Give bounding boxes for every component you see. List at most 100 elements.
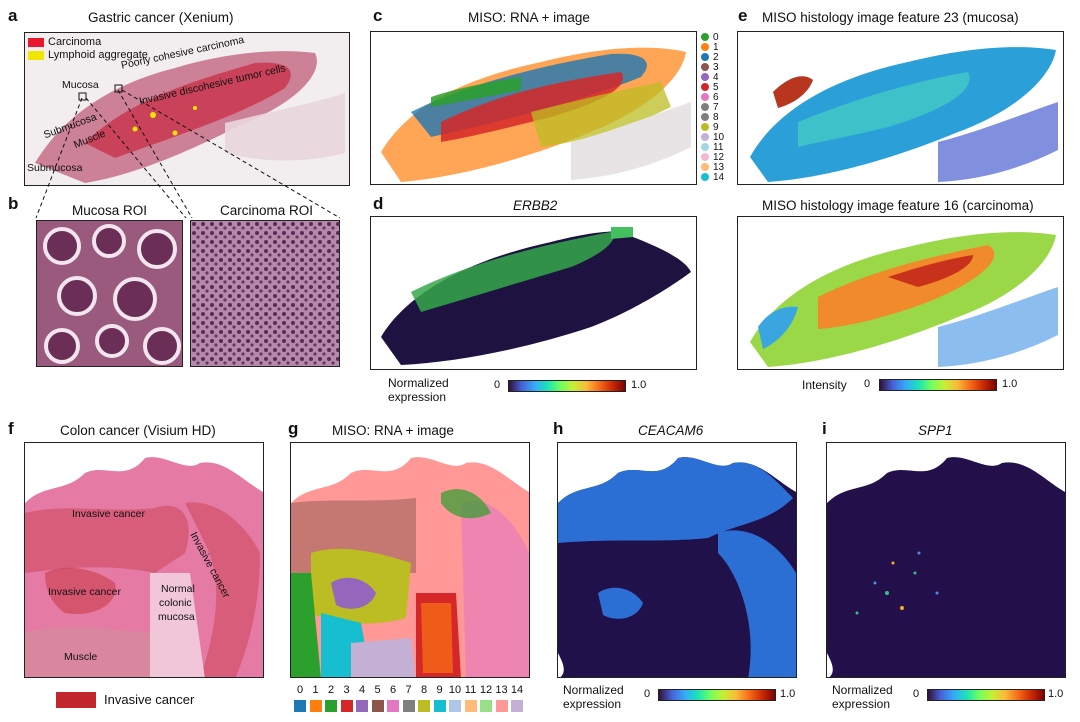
cluster-legend-c-label: 13 <box>713 162 725 173</box>
cluster-legend-g-label: 3 <box>343 684 350 696</box>
cluster-color-dot <box>701 153 709 162</box>
feature23-heatmap <box>750 47 1058 182</box>
panel-label-c: c <box>373 6 383 25</box>
cluster-legend-g-swatch <box>340 700 353 712</box>
cluster-color-dot <box>701 123 709 132</box>
cluster-legend-g-label: 5 <box>374 684 381 696</box>
cluster-legend-g-label: 14 <box>510 684 524 696</box>
cluster-legend-c-label: 10 <box>713 132 725 143</box>
roi-connector-lines <box>35 89 341 219</box>
cluster-legend-c-label: 11 <box>713 142 724 153</box>
panel-i-title: SPP1 <box>918 423 953 438</box>
cluster-legend-c-item: 14 <box>701 173 724 183</box>
panel-e-cbar-label: Intensity <box>802 378 847 392</box>
panel-h-cbar-label-line2: expression <box>563 697 622 711</box>
cluster-legend-c-item: 4 <box>701 73 719 83</box>
cluster-legend-g-label: 7 <box>405 684 412 696</box>
cluster-legend-g-swatch <box>495 700 508 712</box>
panel-e-title-1: MISO histology image feature 23 (mucosa) <box>762 10 1019 25</box>
cluster-legend-c-label: 2 <box>713 52 719 63</box>
panel-h-cbar-label-line1: Normalized <box>563 683 624 697</box>
panel-label-i: i <box>822 419 827 438</box>
cluster-legend-c-item: 13 <box>701 163 724 173</box>
mucosa-roi-texture <box>37 221 182 366</box>
cluster-legend-c-item: 11 <box>701 143 723 153</box>
panel-i-colorbar <box>927 689 1045 701</box>
panel-i-cbar-max: 1.0 <box>1048 688 1064 700</box>
cluster-legend-c-label: 9 <box>713 122 719 133</box>
panel-e-cbar-max: 1.0 <box>1002 378 1018 390</box>
carcinoma-roi-image <box>190 220 340 367</box>
panel-d-cbar-label: Normalized expression <box>388 376 449 404</box>
panel-g-cluster-map <box>290 442 530 678</box>
panel-f-image <box>24 442 264 678</box>
cluster-legend-c-item: 1 <box>701 43 719 53</box>
annotation-mucosa: Mucosa <box>62 79 99 91</box>
roi-title-mucosa: Mucosa ROI <box>72 203 148 218</box>
ceacam6-expression-map <box>558 443 796 677</box>
mucosa-roi-image <box>36 220 183 367</box>
cluster-color-dot <box>701 163 709 172</box>
cluster-color-dot <box>701 143 709 152</box>
legend-swatch-invasive-cancer <box>56 692 96 708</box>
panel-label-h: h <box>553 419 564 438</box>
panel-i-expression-map <box>826 442 1066 678</box>
cluster-legend-g-swatch <box>511 700 523 712</box>
cluster-legend-c: 0 1 2 3 4 5 6 7 8 9 10 11 12 13 14 <box>701 33 731 183</box>
cluster-legend-c-item: 9 <box>701 123 719 133</box>
panel-h-cbar-min: 0 <box>644 688 651 700</box>
panel-e-colorbar <box>879 379 997 391</box>
cluster-legend-c-label: 8 <box>713 112 719 123</box>
cluster-legend-c-label: 12 <box>713 152 725 163</box>
annotation-invasive-cancer-1: Invasive cancer <box>72 508 145 520</box>
gastric-tissue-he-image <box>35 51 345 183</box>
panel-i-cbar-min: 0 <box>913 688 920 700</box>
cluster-legend-c-label: 6 <box>713 92 719 103</box>
cluster-legend-g-swatch <box>387 700 399 712</box>
cluster-legend-g-swatch <box>464 700 477 712</box>
cluster-legend-c-label: 7 <box>713 102 719 113</box>
annotation-mucosa-f: mucosa <box>158 611 195 623</box>
cluster-legend-g-swatch <box>418 700 430 712</box>
panel-label-d: d <box>373 194 384 213</box>
panel-i-cbar-label-line2: expression <box>832 697 891 711</box>
cluster-legend-g-label: 9 <box>436 684 443 696</box>
cluster-legend-c-item: 5 <box>701 83 719 93</box>
cluster-legend-c-item: 2 <box>701 53 719 63</box>
cluster-legend-g-swatch <box>325 700 337 712</box>
erbb2-expression-map <box>381 227 691 365</box>
panel-label-f: f <box>8 419 14 438</box>
panel-h-title: CEACAM6 <box>638 423 704 438</box>
cluster-color-dot <box>701 63 709 72</box>
panel-d-cbar-label-line1: Normalized <box>388 376 449 390</box>
cluster-legend-g-label: 1 <box>312 684 319 696</box>
cluster-legend-g-swatch <box>371 700 384 712</box>
cluster-color-dot <box>701 133 709 142</box>
spp1-expression-map <box>827 443 1065 677</box>
cluster-legend-g-label: 11 <box>464 684 477 696</box>
panel-d-title: ERBB2 <box>513 198 558 213</box>
cluster-legend-c-item: 10 <box>701 133 724 143</box>
panel-h-expression-map <box>557 442 797 678</box>
cluster-color-dot <box>701 93 709 102</box>
legend-swatch-lymphoid <box>28 51 44 60</box>
colon-tissue-he-image <box>25 457 263 677</box>
cluster-legend-g-swatch <box>309 700 322 712</box>
panel-h-cbar-label: Normalized expression <box>563 683 624 711</box>
panel-i-cbar-label-line1: Normalized <box>832 683 893 697</box>
cluster-legend-c-label: 3 <box>713 62 719 73</box>
cluster-legend-g-swatch <box>402 700 415 712</box>
roi-title-carcinoma: Carcinoma ROI <box>220 203 314 218</box>
annotation-invasive-cancer-2: Invasive cancer <box>48 586 121 598</box>
cluster-legend-g-label: 4 <box>358 684 366 696</box>
panel-d-cbar-max: 1.0 <box>631 379 647 391</box>
cluster-color-dot <box>701 43 709 52</box>
legend-label-lymphoid: Lymphoid aggregate <box>48 49 148 61</box>
legend-label-invasive-cancer: Invasive cancer <box>104 692 195 707</box>
panel-g-title: MISO: RNA + image <box>332 423 454 438</box>
panel-a-image <box>24 32 350 186</box>
cluster-legend-c-label: 5 <box>713 82 719 93</box>
cluster-color-dot <box>701 103 709 112</box>
cluster-color-dot <box>701 73 709 82</box>
cluster-legend-g-swatch <box>480 700 492 712</box>
